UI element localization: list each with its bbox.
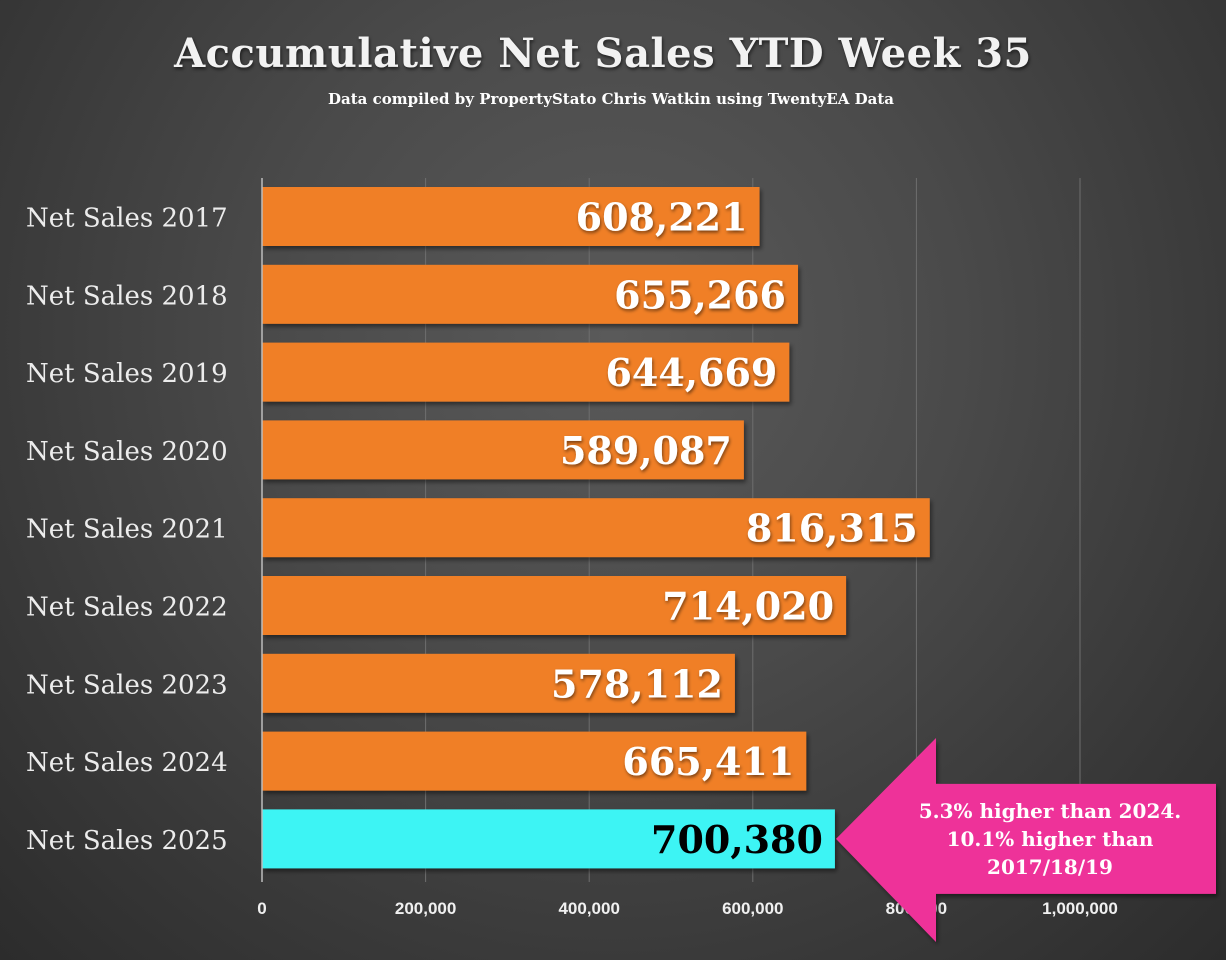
value-label: 655,266 bbox=[614, 272, 786, 317]
bar bbox=[262, 187, 760, 246]
chart-subtitle: Data compiled by PropertyStato Chris Wat… bbox=[328, 90, 894, 108]
category-label: Net Sales 2025 bbox=[26, 826, 228, 856]
category-labels: Net Sales 2017 Net Sales 2018 Net Sales 20… bbox=[26, 204, 228, 856]
value-label: 589,087 bbox=[560, 428, 732, 473]
tick-label: 600,000 bbox=[722, 899, 783, 918]
callout-text-line: 2017/18/19 bbox=[987, 855, 1113, 879]
category-label: Net Sales 2023 bbox=[26, 670, 228, 700]
callout-text-line: 10.1% higher than bbox=[947, 827, 1154, 851]
category-label: Net Sales 2020 bbox=[26, 437, 228, 467]
bar bbox=[262, 653, 735, 713]
callout-arrow-shape bbox=[836, 738, 1216, 942]
value-label: 714,020 bbox=[662, 584, 834, 629]
value-label: 578,112 bbox=[551, 661, 723, 706]
tick-label: 0 bbox=[257, 899, 266, 918]
tick-label: 1,000,000 bbox=[1042, 899, 1118, 918]
chart-title: Accumulative Net Sales YTD Week 35 bbox=[174, 30, 1032, 77]
category-label: Net Sales 2022 bbox=[26, 593, 228, 623]
category-label: Net Sales 2024 bbox=[26, 748, 228, 778]
value-labels: 608,221 655,266 644,669 589,087 816,315 714,0… bbox=[551, 195, 918, 862]
value-label: 608,221 bbox=[576, 195, 748, 240]
category-label: Net Sales 2017 bbox=[26, 204, 228, 234]
tick-label: 200,000 bbox=[395, 899, 456, 918]
bars-group bbox=[262, 187, 930, 869]
callout-arrow: 5.3% higher than 2024. 10.1% higher than 2… bbox=[836, 738, 1216, 942]
bar bbox=[262, 576, 847, 635]
value-label: 644,669 bbox=[605, 350, 777, 395]
value-label: 816,315 bbox=[746, 506, 918, 551]
value-label: 665,411 bbox=[622, 739, 794, 784]
category-label: Net Sales 2019 bbox=[26, 359, 228, 389]
bar bbox=[262, 498, 930, 558]
tick-label: 400,000 bbox=[558, 899, 619, 918]
value-label: 700,380 bbox=[651, 817, 823, 862]
bar bbox=[262, 809, 835, 869]
bar bbox=[262, 342, 790, 402]
callout-text-line: 5.3% higher than 2024. bbox=[919, 799, 1182, 823]
category-label: Net Sales 2018 bbox=[26, 281, 228, 311]
category-label: Net Sales 2021 bbox=[26, 515, 228, 545]
bar bbox=[262, 264, 799, 324]
bar bbox=[262, 731, 807, 791]
bar bbox=[262, 420, 744, 480]
